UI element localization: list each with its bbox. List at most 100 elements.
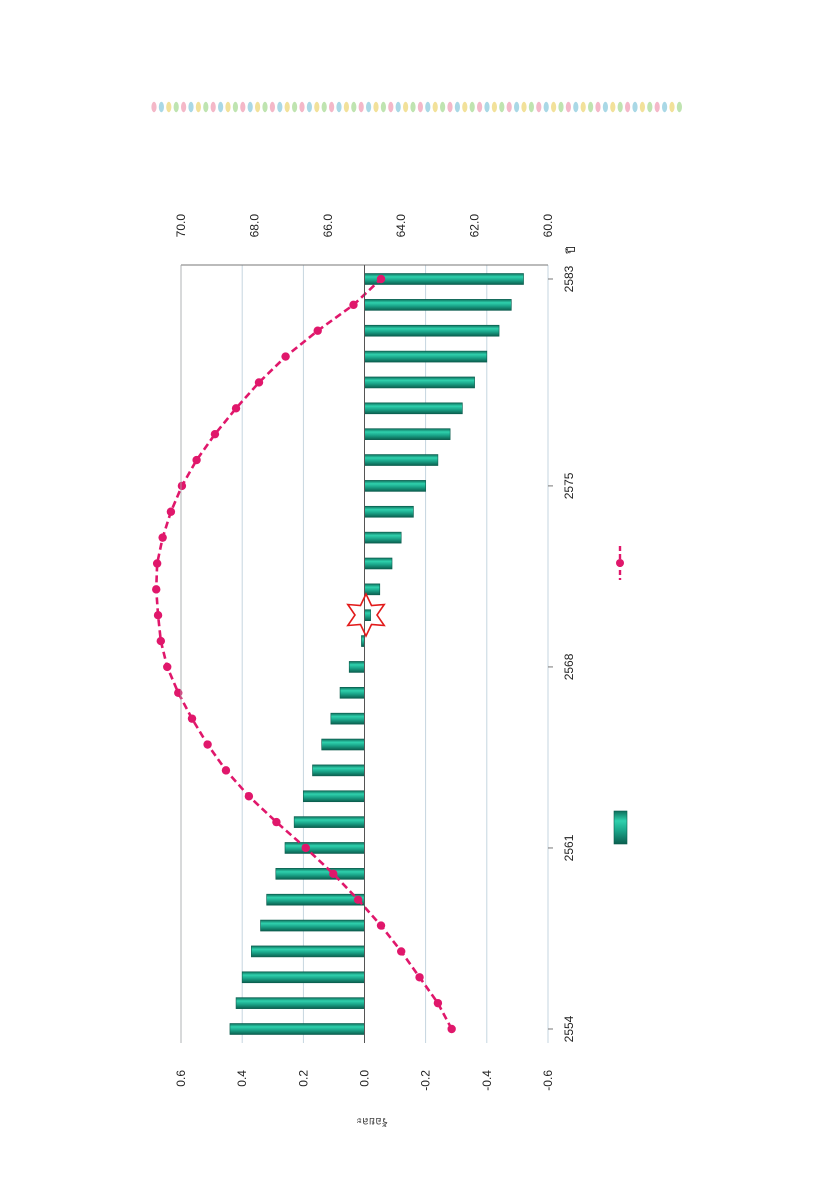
decor-dot xyxy=(573,101,579,113)
bar xyxy=(364,299,512,311)
right-axis-tick-label: 68.0 xyxy=(247,214,261,238)
decor-dot xyxy=(232,101,238,113)
bar xyxy=(364,273,524,285)
right-axis-tick-label: 66.0 xyxy=(321,214,335,238)
decor-dot xyxy=(336,101,342,113)
line-point xyxy=(376,274,386,284)
bar xyxy=(364,376,475,389)
decor-dot xyxy=(602,101,608,113)
decor-dot xyxy=(351,101,357,113)
decor-dot xyxy=(647,101,653,113)
decor-dot xyxy=(329,101,335,113)
legend-line-point xyxy=(616,559,624,567)
decor-dot xyxy=(506,101,512,113)
decor-dot xyxy=(284,101,290,113)
decor-dot xyxy=(373,101,379,113)
line-point xyxy=(313,326,322,335)
line-path xyxy=(154,278,453,1030)
left-axis-tick-label: 0.6 xyxy=(174,1070,188,1087)
decor-dot xyxy=(321,101,327,113)
decor-dot xyxy=(558,101,564,113)
left-axis-tick-label: 0.0 xyxy=(358,1070,372,1087)
annotation-marker xyxy=(346,592,386,638)
bar-series xyxy=(229,273,524,1035)
bar xyxy=(364,350,488,363)
decor-dot xyxy=(662,101,668,113)
decor-dot xyxy=(314,101,320,113)
bar xyxy=(364,557,393,570)
bar xyxy=(364,583,381,596)
axes: 0.6 0.4 0.2 0.0 -0.2 -0.4 -0.6 70.0 68.0 66.0 64.0… xyxy=(174,214,578,1128)
bar xyxy=(312,764,365,777)
bar xyxy=(235,997,365,1009)
decor-dot xyxy=(491,101,497,113)
x-tick-label: 2561 xyxy=(562,834,576,861)
bar xyxy=(364,480,426,492)
decor-dot xyxy=(403,101,409,113)
bar xyxy=(260,919,365,932)
line-point xyxy=(433,998,443,1008)
line-point xyxy=(153,611,163,620)
line-point xyxy=(353,895,363,904)
x-unit-label: ปี xyxy=(564,246,578,254)
decor-dot xyxy=(203,101,209,113)
bar xyxy=(293,816,365,828)
bar xyxy=(348,661,365,673)
decor-dot xyxy=(499,101,505,113)
line-point xyxy=(254,378,264,387)
bar xyxy=(364,531,402,544)
line-point xyxy=(397,947,406,956)
line-point xyxy=(210,429,220,439)
decor-dot xyxy=(447,101,453,113)
decor-dot xyxy=(536,101,542,113)
decor-dot xyxy=(181,101,187,113)
decor-dot xyxy=(269,101,275,113)
decor-dot xyxy=(395,101,401,113)
legend-bar-swatch xyxy=(613,810,628,845)
decor-dot xyxy=(388,101,394,113)
decor-dot xyxy=(432,101,438,113)
decor-dot xyxy=(639,101,645,113)
bar xyxy=(229,1023,365,1035)
decor-dot xyxy=(173,101,179,113)
decor-dot xyxy=(617,101,623,113)
legend xyxy=(613,546,628,845)
decor-dot xyxy=(343,101,349,113)
decor-dot xyxy=(306,101,312,113)
line-series xyxy=(152,274,456,1034)
bar xyxy=(330,712,365,725)
decor-dot xyxy=(625,101,631,113)
left-axis-title: ร้อยละ xyxy=(356,1115,388,1128)
decor-dot xyxy=(454,101,460,113)
decor-dot xyxy=(484,101,490,113)
decor-dot xyxy=(358,101,364,113)
bar xyxy=(241,971,365,984)
decor-dot xyxy=(543,101,549,113)
x-tick-label: 2568 xyxy=(562,653,576,680)
decor-dot xyxy=(158,101,164,113)
decor-dot xyxy=(565,101,571,113)
left-axis-tick-label: 0.4 xyxy=(235,1070,249,1087)
decor-dot xyxy=(218,101,224,113)
right-axis-tick-label: 60.0 xyxy=(541,214,555,238)
decor-dot xyxy=(410,101,416,113)
decor-dot xyxy=(580,101,586,113)
star-marker xyxy=(346,592,386,638)
line-point xyxy=(244,792,254,801)
bar xyxy=(251,945,365,958)
decor-dot xyxy=(551,101,557,113)
bar xyxy=(364,609,371,622)
decor-dot xyxy=(440,101,446,113)
decor-dot xyxy=(262,101,268,113)
x-tick-label: 2554 xyxy=(562,1015,576,1042)
line-point xyxy=(174,688,183,697)
bar xyxy=(364,454,439,466)
line-point xyxy=(158,533,167,542)
line-point xyxy=(152,559,162,568)
line-point xyxy=(329,869,338,879)
decor-dot xyxy=(366,101,372,113)
bar xyxy=(339,686,365,699)
decor-dot xyxy=(514,101,520,113)
decor-dot xyxy=(595,101,601,113)
